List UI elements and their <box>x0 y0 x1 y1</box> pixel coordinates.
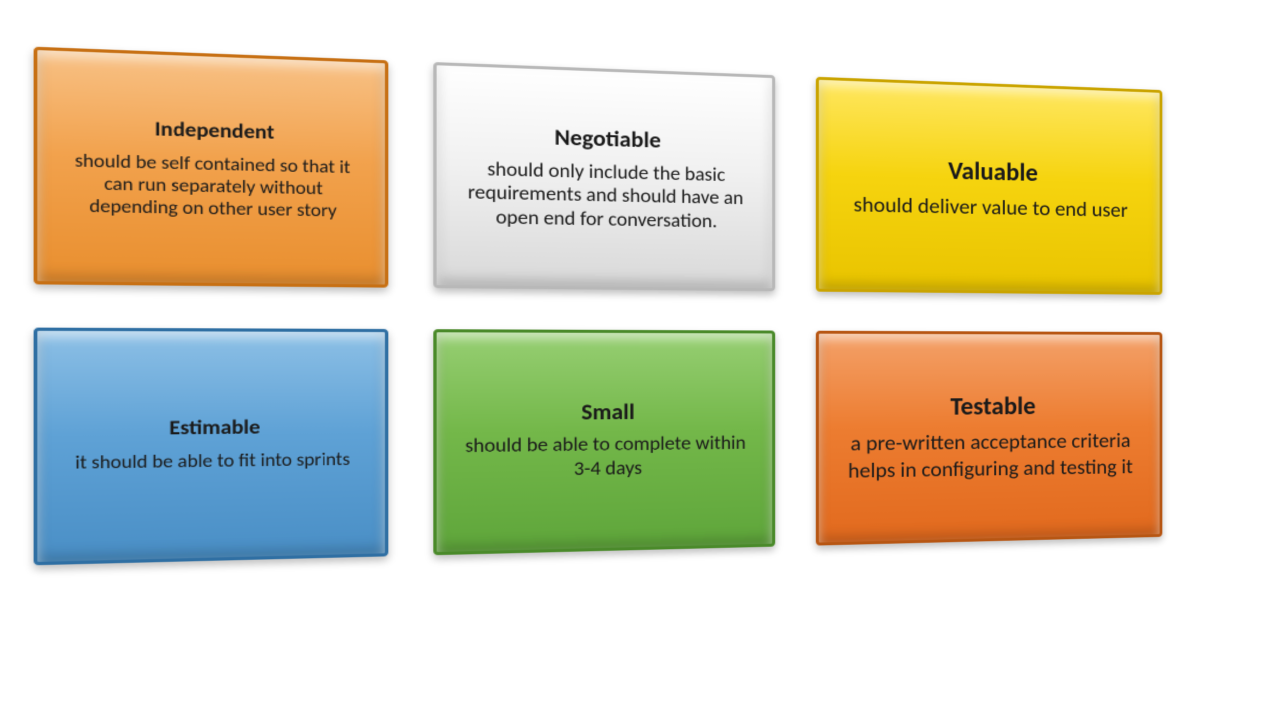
card-title: Independent <box>155 118 275 146</box>
card-grid: Independent should be self contained so … <box>34 47 1163 566</box>
card-title: Small <box>581 399 634 426</box>
card-title: Negotiable <box>555 125 661 155</box>
card-title: Valuable <box>948 155 1038 187</box>
card-independent: Independent should be self contained so … <box>34 47 389 288</box>
card-title: Testable <box>950 391 1035 421</box>
card-desc: should only include the basic requiremen… <box>457 157 754 235</box>
invest-diagram: Independent should be self contained so … <box>0 0 1280 720</box>
card-desc: should deliver value to end user <box>853 191 1127 223</box>
card-desc: a pre-written acceptance criteria helps … <box>837 427 1143 483</box>
card-desc: it should be able to fit into sprints <box>75 448 350 474</box>
card-desc: should be self contained so that it can … <box>60 148 365 222</box>
card-negotiable: Negotiable should only include the basic… <box>433 62 775 291</box>
card-valuable: Valuable should deliver value to end use… <box>816 77 1163 295</box>
card-small: Small should be able to complete within … <box>433 329 775 555</box>
card-title: Estimable <box>169 417 260 442</box>
card-testable: Testable a pre-written acceptance criter… <box>816 331 1163 546</box>
card-desc: should be able to complete within 3-4 da… <box>457 432 754 484</box>
card-estimable: Estimable it should be able to fit into … <box>34 328 389 566</box>
